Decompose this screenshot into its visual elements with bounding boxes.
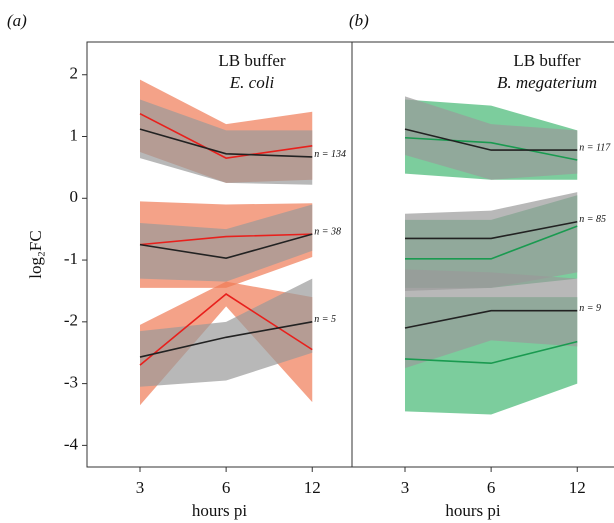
line [139,233,313,260]
annotation: n = 5 [314,314,336,325]
band [140,204,313,282]
x-axis-label: hours pi [192,501,248,520]
annotation: n = 9 [579,303,601,314]
band [405,96,578,180]
line [139,293,313,366]
band [140,278,313,387]
y-tick-label: -2 [64,311,78,330]
annotation: n = 85 [579,214,606,225]
y-tick-label: -3 [64,373,78,392]
x-tick-label: 12 [304,478,321,497]
y-tick-label: -1 [64,249,78,268]
panel-label: (a) [7,11,27,30]
band [405,269,578,369]
y-axis-label: log₂FC [26,230,45,278]
chart-title: LB buffer [218,51,286,70]
x-tick-label: 12 [569,478,586,497]
x-tick-label: 3 [401,478,410,497]
line [405,225,578,260]
chart-subtitle: E. coli [229,73,275,92]
line [404,309,578,329]
line [139,128,313,158]
line [404,128,578,151]
chart-subtitle: B. megaterium [497,73,597,92]
x-tick-label: 6 [487,478,496,497]
line [405,220,578,240]
line [139,112,313,159]
x-tick-label: 3 [136,478,145,497]
line [404,136,578,161]
chart-title: LB buffer [513,51,581,70]
annotation: n = 38 [314,226,341,237]
annotation: n = 117 [579,142,611,153]
x-axis-label: hours pi [445,501,501,520]
y-tick-label: 0 [70,187,79,206]
plot-frame [351,41,614,468]
annotation: n = 134 [314,149,346,160]
y-tick-label: 1 [70,125,79,144]
band [405,192,578,291]
y-tick-label: 2 [70,64,79,83]
band [140,99,313,185]
y-tick-label: -4 [64,434,79,453]
panel-label: (b) [349,11,369,30]
line [404,340,578,365]
line [139,233,313,246]
line [139,321,313,358]
x-tick-label: 6 [222,478,231,497]
